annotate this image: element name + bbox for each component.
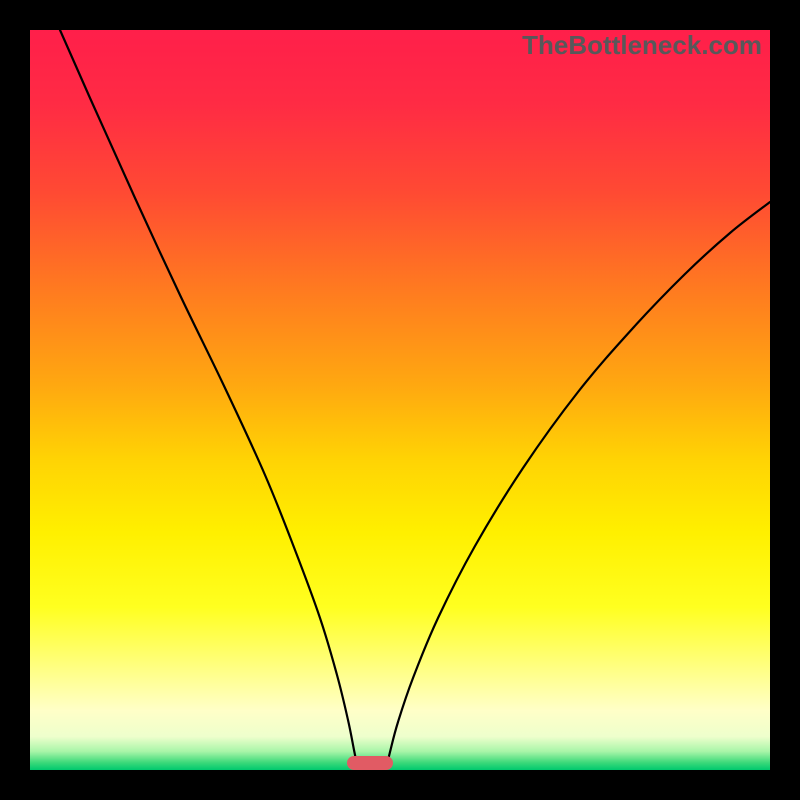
outer-border-bottom xyxy=(0,770,800,800)
outer-border-right xyxy=(770,0,800,800)
chart-frame: TheBottleneck.com xyxy=(0,0,800,800)
plot-area: TheBottleneck.com xyxy=(30,30,770,770)
watermark-text: TheBottleneck.com xyxy=(522,30,762,61)
outer-border-top xyxy=(0,0,800,30)
min-marker-pill xyxy=(30,30,770,770)
outer-border-left xyxy=(0,0,30,800)
